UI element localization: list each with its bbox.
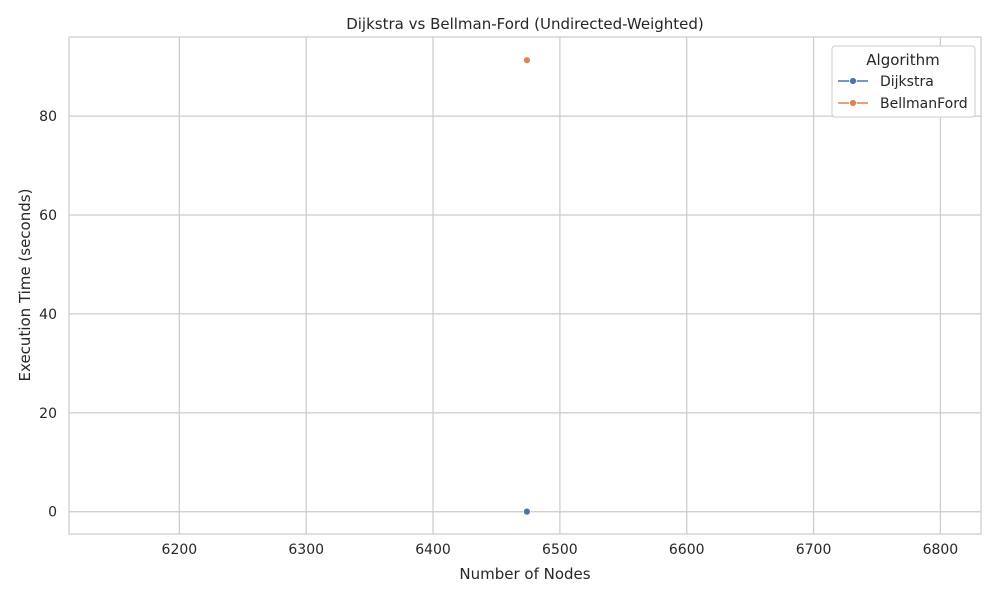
series-bellmanford (523, 56, 531, 65)
x-tick-label: 6400 (415, 542, 451, 558)
x-tick-label: 6800 (923, 542, 959, 558)
x-axis: 6200 6300 6400 6500 6600 6700 6800 (162, 542, 959, 558)
legend-items: Dijkstra BellmanFord (838, 74, 968, 112)
plot-frame (68, 36, 982, 535)
legend-item: BellmanFord (838, 96, 968, 112)
legend-item: Dijkstra (838, 74, 934, 90)
series-dijkstra (523, 507, 531, 516)
y-tick-label: 0 (48, 505, 57, 521)
y-axis: 0 20 40 60 80 (39, 109, 57, 521)
data-point (523, 507, 531, 516)
legend-label: BellmanFord (880, 96, 968, 112)
y-tick-label: 80 (39, 109, 57, 125)
legend-marker (849, 77, 857, 85)
series-marks (523, 56, 531, 516)
data-point (523, 56, 531, 65)
y-axis-label: Execution Time (seconds) (16, 189, 34, 382)
x-tick-label: 6500 (542, 542, 578, 558)
plot-area (69, 37, 981, 534)
legend-label: Dijkstra (880, 74, 934, 90)
y-tick-label: 20 (39, 406, 57, 422)
grid (69, 37, 981, 534)
legend-title: Algorithm (866, 51, 939, 69)
legend: Algorithm Dijkstra BellmanFord (831, 45, 976, 118)
x-tick-label: 6300 (288, 542, 324, 558)
y-tick-label: 40 (39, 307, 57, 323)
x-tick-label: 6700 (796, 542, 832, 558)
chart-title: Dijkstra vs Bellman-Ford (Undirected-Wei… (346, 15, 704, 33)
x-tick-label: 6200 (162, 542, 198, 558)
x-axis-label: Number of Nodes (459, 565, 590, 583)
y-tick-label: 60 (39, 208, 57, 224)
x-tick-label: 6600 (669, 542, 705, 558)
legend-marker (849, 99, 857, 107)
legend-frame (831, 45, 976, 118)
